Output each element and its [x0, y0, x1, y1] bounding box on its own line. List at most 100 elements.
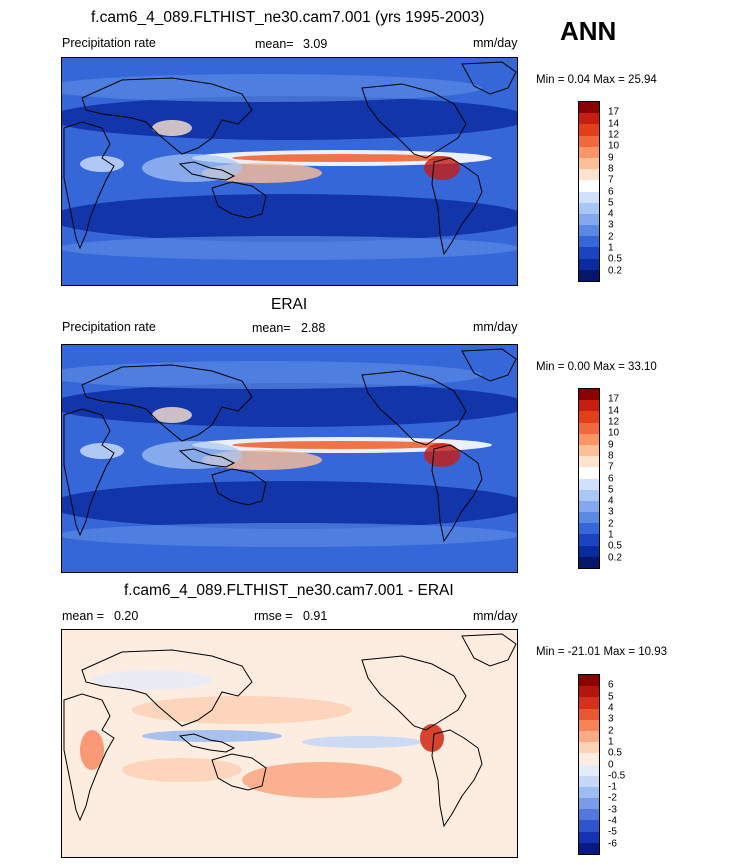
colorbar-swatch: [579, 500, 599, 513]
map-background: [62, 630, 517, 857]
colorbar-swatch: [579, 225, 599, 237]
colorbar-tick-label: 0.2: [608, 265, 622, 277]
colorbar-swatch: [579, 258, 599, 270]
coastline: [461, 633, 517, 667]
dry-band-south: [62, 481, 517, 529]
colorbar-swatch: [579, 742, 599, 754]
negative-anomaly: [302, 736, 422, 748]
storm-track-south: [62, 236, 517, 260]
colorbar-tick-label: 3: [608, 219, 614, 231]
colorbar-tick-label: 3: [608, 713, 614, 725]
panel-1-map: [61, 57, 518, 286]
coastline: [81, 77, 253, 155]
colorbar-tick-label: 1: [608, 242, 614, 254]
colorbar-tick-label: 9: [608, 439, 614, 451]
colorbar-swatch: [579, 213, 599, 226]
panel-3-colorbar-labels: 6 5 4 3 2 1 0.5 0 -0.5 -1 -2 -3 -4 -5 -6: [608, 674, 648, 855]
panel-2-units: mm/day: [473, 320, 518, 334]
panel-1-map-field: [62, 58, 517, 285]
panel-3-units: mm/day: [473, 609, 518, 623]
colorbar-swatch: [579, 820, 599, 832]
colorbar-tick-label: 8: [608, 450, 614, 462]
colorbar-tick-label: 2: [608, 518, 614, 530]
itcz-core: [232, 441, 452, 449]
colorbar-tick-label: 14: [608, 405, 620, 417]
coastline: [211, 181, 267, 219]
coastline: [81, 364, 253, 442]
colorbar-swatch: [579, 422, 599, 434]
coastline: [63, 693, 115, 822]
colorbar-tick-label: 5: [608, 484, 614, 496]
colorbar-swatch: [579, 489, 599, 501]
colorbar-tick-label: 1: [608, 529, 614, 541]
colorbar-swatch: [579, 556, 599, 568]
colorbar-swatch: [579, 512, 599, 524]
coastline: [361, 655, 467, 731]
itcz-core: [232, 154, 452, 162]
colorbar-swatch: [579, 719, 599, 731]
panel-2-minmax: Min = 0.00 Max = 33.10: [536, 361, 657, 373]
panel-2-colorbar-labels: 17 14 12 10 9 8 7 6 5 4 3 2 1 0.5 0.2: [608, 388, 648, 569]
colorbar-tick-label: 6: [608, 186, 614, 197]
panel-1-mean-value: 3.09: [303, 37, 328, 51]
colorbar-tick-label: 3: [608, 506, 614, 518]
colorbar-swatch: [579, 180, 599, 192]
coastline: [63, 121, 115, 250]
colorbar-tick-label: 0: [608, 759, 614, 770]
colorbar-tick-label: 17: [608, 106, 620, 118]
colorbar-swatch: [579, 478, 599, 490]
colorbar-swatch: [579, 202, 599, 214]
monsoon-region: [152, 120, 192, 136]
colorbar-swatch: [579, 124, 599, 136]
colorbar-swatch: [579, 157, 599, 170]
colorbar-tick-label: 10: [608, 427, 620, 439]
coastline: [461, 348, 517, 382]
panel-2-mean-label: mean=: [252, 321, 291, 335]
panel-1-variable-label: Precipitation rate: [62, 36, 156, 50]
coastline: [211, 468, 267, 506]
colorbar-swatch: [579, 146, 599, 158]
colorbar-tick-label: 0.5: [608, 747, 622, 759]
colorbar-swatch: [579, 389, 599, 401]
colorbar-swatch: [579, 708, 599, 720]
colorbar-tick-label: -2: [608, 792, 617, 804]
colorbar-tick-label: -1: [608, 781, 617, 793]
colorbar-swatch: [579, 764, 599, 776]
colorbar-tick-label: 6: [608, 679, 614, 691]
coastline: [361, 83, 467, 159]
coastline: [431, 729, 483, 828]
panel-1-colorbar: [578, 101, 600, 282]
colorbar-swatch: [579, 545, 599, 557]
colorbar-tick-label: 8: [608, 163, 614, 175]
colorbar-swatch: [579, 400, 599, 412]
colorbar-swatch: [579, 786, 599, 799]
coastline: [431, 157, 483, 256]
colorbar-tick-label: 1: [608, 736, 614, 748]
panel-1-minmax: Min = 0.04 Max = 25.94: [536, 74, 657, 86]
storm-track-north: [62, 74, 482, 102]
dry-band-south: [62, 194, 517, 242]
panel-3-map: [61, 629, 518, 858]
colorbar-tick-label: 14: [608, 118, 620, 130]
panel-3-title: f.cam6_4_089.FLTHIST_ne30.cam7.001 - ERA…: [124, 582, 454, 599]
panel-2-map: [61, 344, 518, 573]
panel-1-mean-label: mean=: [255, 37, 294, 51]
colorbar-swatch: [579, 169, 599, 181]
panel-3-mean-label: mean =: [62, 609, 105, 623]
panel-3-mean-value: 0.20: [114, 609, 139, 623]
panel-2-title: ERAI: [271, 296, 308, 313]
negative-anomaly: [142, 730, 282, 742]
panel-2-map-field: [62, 345, 517, 572]
colorbar-swatch: [579, 411, 599, 423]
monsoon-region: [152, 407, 192, 423]
maritime-continent: [142, 441, 242, 469]
colorbar-swatch: [579, 236, 599, 248]
colorbar-swatch: [579, 534, 599, 546]
positive-anomaly: [242, 762, 402, 798]
colorbar-tick-label: 4: [608, 702, 614, 714]
coastline: [431, 444, 483, 543]
coastline: [178, 733, 236, 753]
colorbar-tick-label: 10: [608, 140, 620, 152]
colorbar-tick-label: 6: [608, 473, 614, 484]
colorbar-swatch: [579, 775, 599, 787]
